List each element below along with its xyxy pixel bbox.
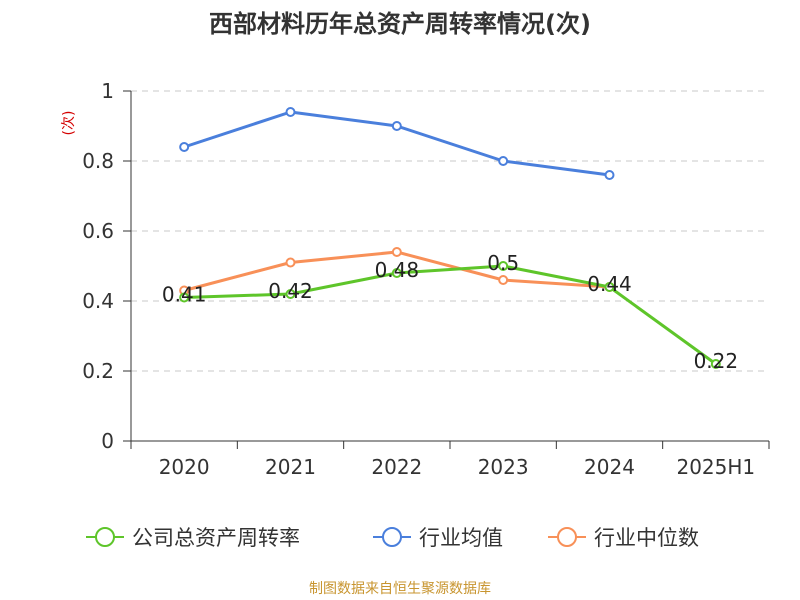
source-note: 制图数据来自恒生聚源数据库 [309,581,491,597]
data-point [498,275,509,285]
data-label: 0.42 [268,279,313,303]
data-point [710,359,721,369]
data-point [285,289,296,299]
x-tick-label: 2022 [371,455,422,479]
y-tick-label: 1 [101,79,114,103]
label-layer: 0.41 0.42 0.48 0.5 0.44 0.22 [162,251,738,373]
data-point [179,142,190,152]
data-point [604,282,615,292]
legend: 公司总资产周转率 行业均值 行业中位数 [86,526,699,550]
series-line [182,264,718,366]
y-tick-label: 0.6 [82,219,114,243]
data-point [498,261,509,271]
y-tick-label: 0.4 [82,289,114,313]
data-point [285,107,296,117]
axis-layer: 0 0.2 0.4 0.6 0.8 1 2020 2021 2022 2023 2024 2025H1 [82,79,770,479]
x-tick-label: 2024 [584,455,635,479]
data-point [391,121,402,131]
data-label: 0.22 [694,349,739,373]
x-tick-label: 2023 [478,455,529,479]
y-tick-label: 0 [101,429,114,453]
data-label: 0.41 [162,283,207,307]
grid-layer [131,90,769,372]
data-point [391,268,402,278]
x-tick-label: 2020 [159,455,210,479]
legend-label: 公司总资产周转率 [132,526,300,550]
y-tick-label: 0.2 [82,359,114,383]
data-point [179,292,190,303]
legend-marker [95,527,115,547]
data-label: 0.44 [587,272,632,296]
data-point [498,156,509,166]
legend-marker [557,527,577,547]
y-tick-label: 0.8 [82,149,114,173]
y-axis-label: (次) [61,111,77,136]
data-label: 0.5 [487,251,519,275]
legend-marker [382,527,402,547]
chart-title: 西部材料历年总资产周转率情况(次) [209,10,591,38]
data-point [604,170,615,180]
legend-label: 行业中位数 [594,526,699,550]
data-point [391,247,402,257]
data-point [285,257,296,268]
x-tick-label: 2025H1 [676,455,755,479]
x-tick-label: 2021 [265,455,316,479]
legend-label: 行业均值 [419,526,503,550]
series-layer [179,107,721,369]
data-label: 0.48 [375,258,420,282]
